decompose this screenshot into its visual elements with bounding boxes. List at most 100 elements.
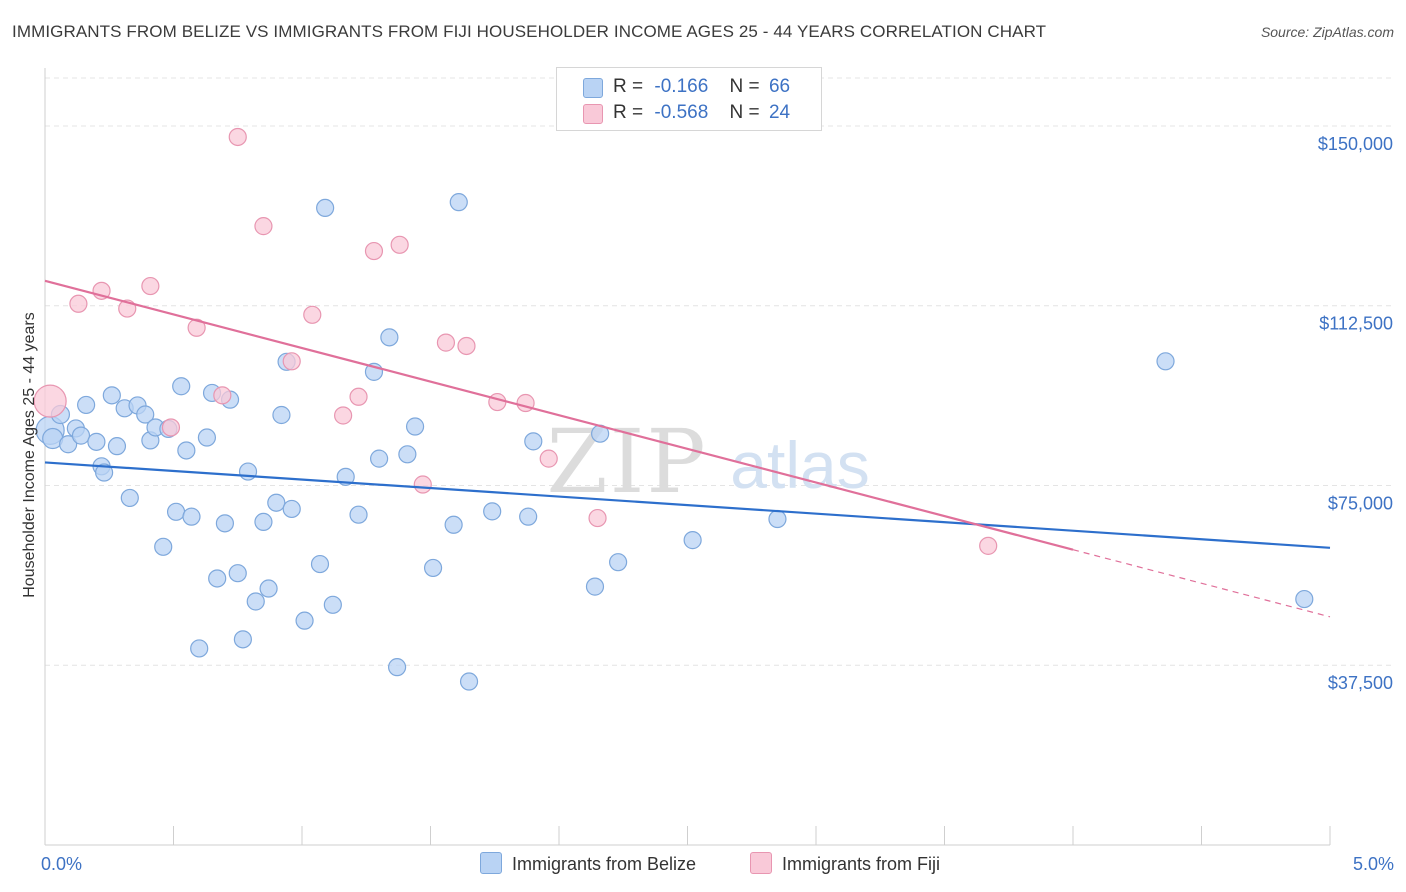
belize-point [172,377,191,396]
legend-item-belize: Immigrants from Belize [480,852,696,875]
fiji-point [187,318,206,337]
belize-point [310,554,330,574]
legend-belize-swatch [480,852,502,874]
chart-title: IMMIGRANTS FROM BELIZE VS IMMIGRANTS FRO… [12,22,1047,41]
belize-point [519,507,538,526]
fiji-point [979,536,998,555]
fiji-point [539,449,558,468]
watermark-zip: ZIP [546,410,707,513]
belize-point [77,395,96,415]
fiji-trend-line [44,279,1074,551]
fiji-point [390,235,409,254]
belize-n-label: N = [729,76,760,97]
fiji-point [282,352,301,371]
fiji-r-value: -0.568 [654,102,709,123]
belize-point [524,432,543,451]
belize-point [87,432,106,451]
legend-item-fiji: Immigrants from Fiji [750,852,940,875]
fiji-point [349,387,368,406]
belize-point [107,437,127,456]
grid-lines [45,77,1395,666]
belize-point [405,417,425,436]
belize-point [71,426,91,445]
fiji-n-label: N = [729,102,760,123]
belize-point [267,493,286,512]
belize-trend-line [44,461,1331,549]
belize-point [182,507,201,526]
belize-r-value: -0.166 [654,76,709,97]
belize-point [459,672,479,691]
belize-point [449,193,468,212]
fiji-point [457,336,476,356]
series-fiji-points [33,127,998,555]
fiji-trend-extension [1072,549,1331,618]
fiji-n-value: 24 [768,102,791,123]
fiji-point [588,508,607,528]
belize-point [768,509,787,529]
belize-point [316,198,335,218]
fiji-point [364,241,384,261]
fiji-point [334,406,353,425]
belize-point [95,463,114,482]
belize-point [683,531,702,550]
belize-point [120,488,139,508]
trend-lines [44,279,1331,618]
belize-point [177,441,196,460]
axes [44,68,1331,846]
belize-point [208,569,227,588]
fiji-point [161,418,181,437]
belize-point [102,386,121,405]
belize-point [136,405,155,424]
y-tick-label: $37,500 [1328,673,1393,693]
tick-labels: $37,500 $75,000 $112,500 $150,000 0.0% 5.0% [41,134,1394,874]
belize-point [295,611,314,630]
legend-fiji-swatch [750,852,772,874]
belize-point [228,564,247,583]
fiji-point [228,127,247,147]
belize-point [154,537,173,556]
fiji-point [488,392,507,412]
belize-point [259,579,278,598]
belize-point [166,502,186,521]
belize-point [272,405,291,425]
belize-point [585,577,605,596]
belize-point [238,462,258,481]
belize-point [444,515,463,534]
belize-point [59,435,78,454]
watermark: ZIP atlas [546,410,869,513]
fiji-point [33,384,67,418]
y-axis-label: Householder Income Ages 25 - 44 years [21,312,38,598]
fiji-point [69,294,88,313]
belize-point [190,639,209,658]
belize-point [349,505,368,524]
belize-point [254,512,273,532]
belize-point [380,328,399,347]
y-tick-label: $112,500 [1319,314,1393,334]
belize-point [197,428,217,447]
belize-point [246,592,265,611]
fiji-r-label: R = [613,102,644,123]
x-tick-label: 0.0% [41,854,82,874]
fiji-point [413,475,432,494]
correlation-legend: R = -0.166 N = 66 R = -0.568 N = 24 [556,67,822,131]
belize-point [609,553,628,572]
belize-point [387,658,407,677]
belize-point [233,630,252,649]
belize-point [423,558,443,578]
y-tick-label: $150,000 [1318,134,1393,154]
fiji-swatch [583,104,603,124]
legend-fiji-label: Immigrants from Fiji [782,854,941,874]
belize-point [1156,352,1175,371]
fiji-point [213,386,232,405]
fiji-point [436,333,456,352]
fiji-point [141,276,160,296]
belize-point [398,445,417,464]
legend-belize-label: Immigrants from Belize [512,854,697,874]
belize-point [1295,589,1314,609]
belize-r-label: R = [613,76,644,97]
belize-point [370,449,389,468]
fiji-point [303,305,322,324]
belize-point [323,595,342,614]
belize-point [215,514,234,533]
belize-n-value: 66 [768,76,791,97]
